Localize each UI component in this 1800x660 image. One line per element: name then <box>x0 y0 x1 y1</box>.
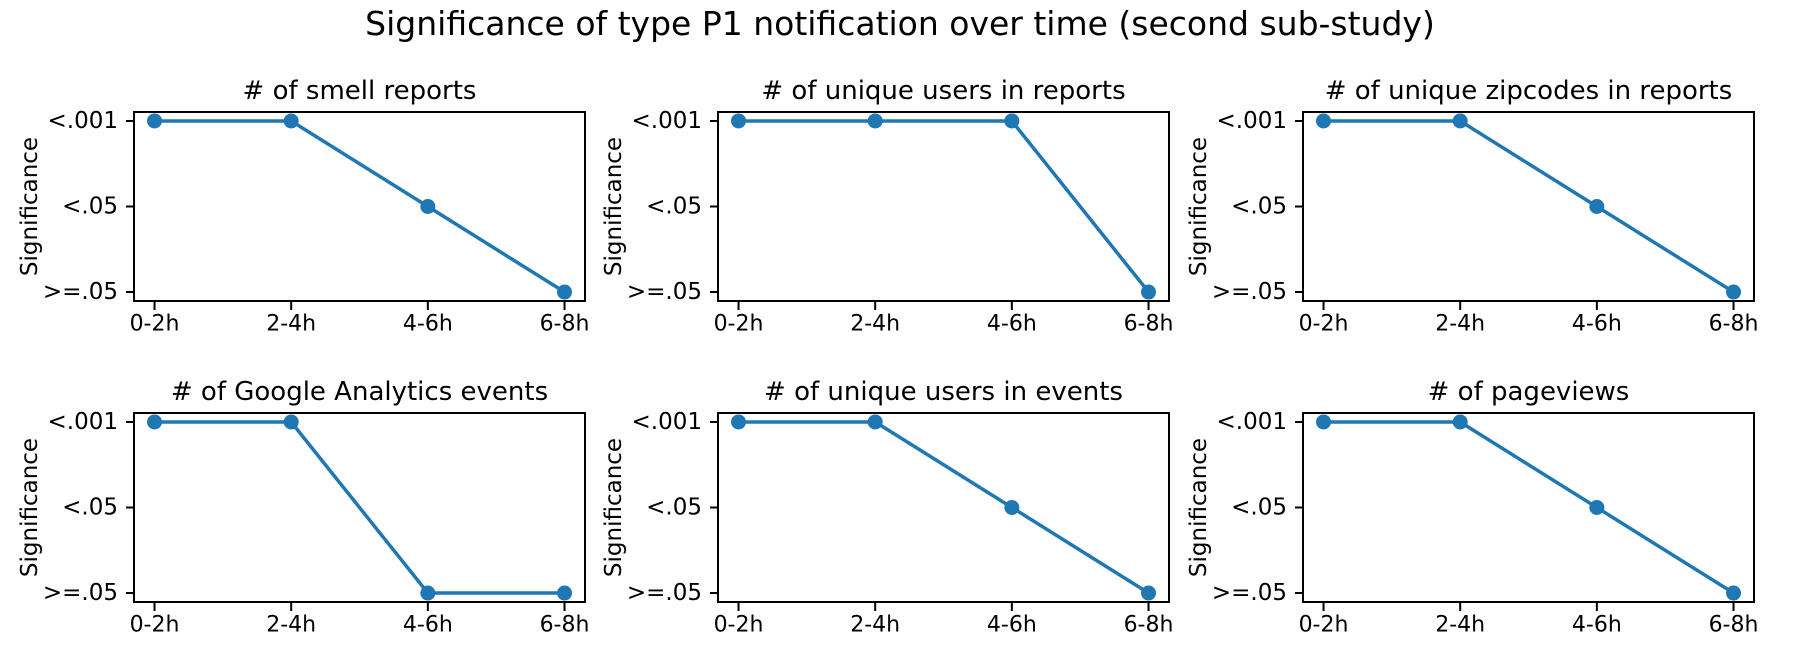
data-point-marker <box>1589 500 1605 515</box>
data-point-marker <box>1452 414 1468 430</box>
series-line <box>154 420 565 595</box>
y-tick-label: >=.05 <box>43 279 118 305</box>
subplot-title: # of pageviews <box>1428 377 1630 407</box>
x-tick-label: 4-6h <box>403 312 453 337</box>
y-tick-label: >=.05 <box>1212 279 1287 305</box>
y-tick-label: <.001 <box>48 108 118 134</box>
data-point-marker <box>283 414 299 430</box>
axes-frame <box>133 111 586 302</box>
y-tick-label: <.001 <box>1217 409 1287 435</box>
subplot-title: # of Google Analytics events <box>171 377 548 407</box>
x-tick-label: 4-6h <box>987 613 1037 638</box>
y-tick-label: <.05 <box>1231 194 1287 220</box>
x-tick-label: 2-4h <box>266 613 316 638</box>
y-tick-label: >=.05 <box>43 580 118 606</box>
series-line <box>154 119 566 294</box>
y-axis-label: Significance <box>601 438 627 577</box>
subplot-title: # of unique users in events <box>764 377 1123 407</box>
subplot-title: # of unique zipcodes in reports <box>1325 76 1733 106</box>
axes-frame <box>717 111 1170 302</box>
series-line <box>738 119 1150 294</box>
x-tick-label: 6-8h <box>1124 312 1174 337</box>
x-tick-label: 6-8h <box>1709 312 1759 337</box>
x-tick-label: 0-2h <box>130 613 180 638</box>
x-tick-label: 2-4h <box>850 312 900 337</box>
data-point-marker <box>1004 113 1020 129</box>
series-line <box>1323 119 1735 294</box>
x-tick-label: 2-4h <box>1435 312 1485 337</box>
y-tick-label: <.001 <box>1217 108 1287 134</box>
data-point-marker <box>867 414 883 430</box>
x-tick-label: 6-8h <box>540 312 590 337</box>
y-tick-label: <.05 <box>62 495 118 521</box>
x-tick-label: 4-6h <box>1572 312 1622 337</box>
y-tick-label: >=.05 <box>1212 580 1287 606</box>
subplot-6: # of pageviews <.001 <.05 >=.05Significance… <box>1186 377 1758 638</box>
figure-suptitle: Significance of type P1 notification ove… <box>365 4 1435 43</box>
y-tick-label: <.001 <box>632 108 702 134</box>
y-tick-label: <.05 <box>1231 495 1287 521</box>
x-tick-label: 0-2h <box>130 312 180 337</box>
subplot-3: # of unique zipcodes in reports <.001 <.05… <box>1186 76 1758 337</box>
data-point-marker <box>283 113 299 129</box>
y-axis-label: Significance <box>17 438 43 577</box>
data-point-marker <box>557 585 573 601</box>
subplot-2: # of unique users in reports <.001 <.05 >=.… <box>601 76 1173 337</box>
data-point-marker <box>731 414 747 430</box>
data-point-marker <box>1726 585 1742 601</box>
x-tick-label: 6-8h <box>1124 613 1174 638</box>
data-point-marker <box>1726 284 1742 300</box>
x-tick-label: 2-4h <box>850 613 900 638</box>
y-tick-label: <.001 <box>632 409 702 435</box>
data-point-marker <box>147 414 163 430</box>
x-tick-label: 6-8h <box>1709 613 1759 638</box>
data-point-marker <box>867 113 883 129</box>
y-tick-label: <.05 <box>62 194 118 220</box>
data-point-marker <box>420 199 436 214</box>
axes-frame <box>1302 412 1755 603</box>
y-axis-label: Significance <box>1186 438 1212 577</box>
subplot-4: # of Google Analytics events <.001 <.05 >=.… <box>17 377 589 638</box>
data-point-marker <box>1141 284 1157 300</box>
axes-frame <box>1302 111 1755 302</box>
y-tick-label: >=.05 <box>627 580 702 606</box>
data-point-marker <box>1452 113 1468 129</box>
data-point-marker <box>1589 199 1605 214</box>
axes-frame <box>717 412 1170 603</box>
y-axis-label: Significance <box>1186 137 1212 276</box>
x-tick-label: 2-4h <box>266 312 316 337</box>
y-tick-label: <.05 <box>646 495 702 521</box>
x-tick-label: 6-8h <box>540 613 590 638</box>
data-point-marker <box>731 113 747 129</box>
data-point-marker <box>1316 113 1332 129</box>
data-point-marker <box>420 585 436 601</box>
subplot-1: # of smell reports <.001 <.05 >=.05Signific… <box>17 76 589 337</box>
series-line <box>738 420 1150 595</box>
subplot-5: # of unique users in events <.001 <.05 >=.0… <box>601 377 1173 638</box>
x-tick-label: 4-6h <box>987 312 1037 337</box>
x-tick-label: 2-4h <box>1435 613 1485 638</box>
y-tick-label: >=.05 <box>627 279 702 305</box>
x-tick-label: 4-6h <box>1572 613 1622 638</box>
x-tick-label: 0-2h <box>1299 312 1349 337</box>
y-axis-label: Significance <box>17 137 43 276</box>
data-point-marker <box>147 113 163 129</box>
x-tick-label: 0-2h <box>714 613 764 638</box>
data-point-marker <box>1316 414 1332 430</box>
data-point-marker <box>1141 585 1157 601</box>
y-axis-label: Significance <box>601 137 627 276</box>
x-tick-label: 0-2h <box>714 312 764 337</box>
y-tick-label: <.001 <box>48 409 118 435</box>
x-tick-label: 4-6h <box>403 613 453 638</box>
data-point-marker <box>557 284 573 300</box>
subplot-title: # of unique users in reports <box>761 76 1125 106</box>
y-tick-label: <.05 <box>646 194 702 220</box>
series-line <box>1323 420 1735 595</box>
data-point-marker <box>1004 500 1020 515</box>
subplot-title: # of smell reports <box>243 76 477 106</box>
x-tick-label: 0-2h <box>1299 613 1349 638</box>
